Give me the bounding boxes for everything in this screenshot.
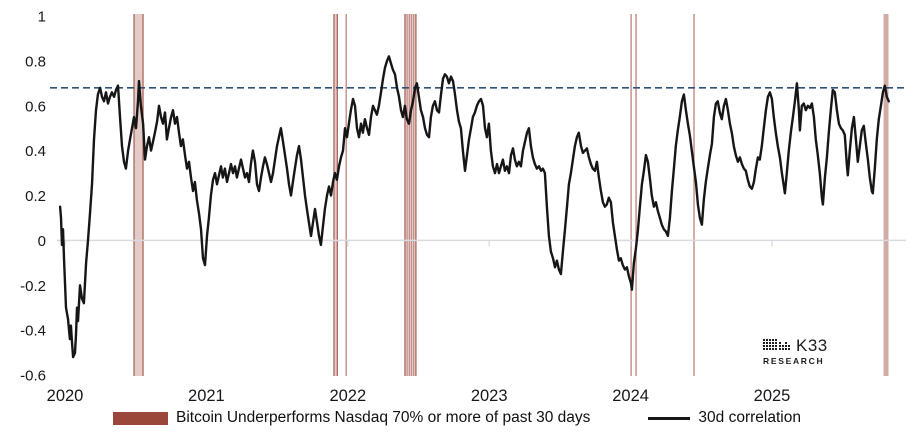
y-axis-label: -0.2 bbox=[20, 278, 46, 295]
underperformance-band bbox=[134, 14, 144, 376]
y-axis-label: -0.4 bbox=[20, 323, 46, 340]
y-axis-label: 0.2 bbox=[25, 188, 46, 205]
underperformance-band bbox=[404, 14, 416, 376]
legend-label-correlation: 30d correlation bbox=[698, 409, 801, 426]
y-axis-label: 0.8 bbox=[25, 53, 46, 70]
line-swatch bbox=[648, 416, 691, 420]
x-axis-label: 2020 bbox=[47, 387, 84, 405]
correlation-line bbox=[58, 55, 890, 359]
logo-top-row: K33 bbox=[763, 337, 828, 354]
y-axis-label: 0 bbox=[38, 233, 46, 250]
logo-research-text: RESEARCH bbox=[763, 356, 825, 366]
underperformance-band bbox=[883, 14, 889, 376]
logo-k33-text: K33 bbox=[796, 336, 828, 355]
y-axis-label: 1 bbox=[38, 9, 46, 26]
band-swatch bbox=[113, 411, 169, 425]
x-axis-label: 2023 bbox=[471, 387, 508, 405]
x-axis-label: 2024 bbox=[612, 387, 649, 405]
x-axis-label: 2025 bbox=[754, 387, 791, 405]
y-axis-label: -0.6 bbox=[20, 368, 46, 385]
legend: Bitcoin Underperforms Nasdaq 70% or more… bbox=[0, 406, 914, 430]
x-axis-label: 2022 bbox=[329, 387, 366, 405]
x-axis-label: 2021 bbox=[188, 387, 225, 405]
legend-item-correlation: 30d correlation bbox=[648, 409, 801, 427]
k33-dots-icon bbox=[763, 339, 790, 350]
legend-item-underperformance: Bitcoin Underperforms Nasdaq 70% or more… bbox=[113, 409, 590, 427]
legend-label-underperformance: Bitcoin Underperforms Nasdaq 70% or more… bbox=[176, 409, 591, 426]
y-axis-label: 0.6 bbox=[25, 98, 46, 115]
underperformance-band bbox=[333, 14, 338, 376]
y-axis-label: 0.4 bbox=[25, 143, 46, 160]
k33-research-logo: K33 RESEARCH bbox=[763, 337, 828, 366]
